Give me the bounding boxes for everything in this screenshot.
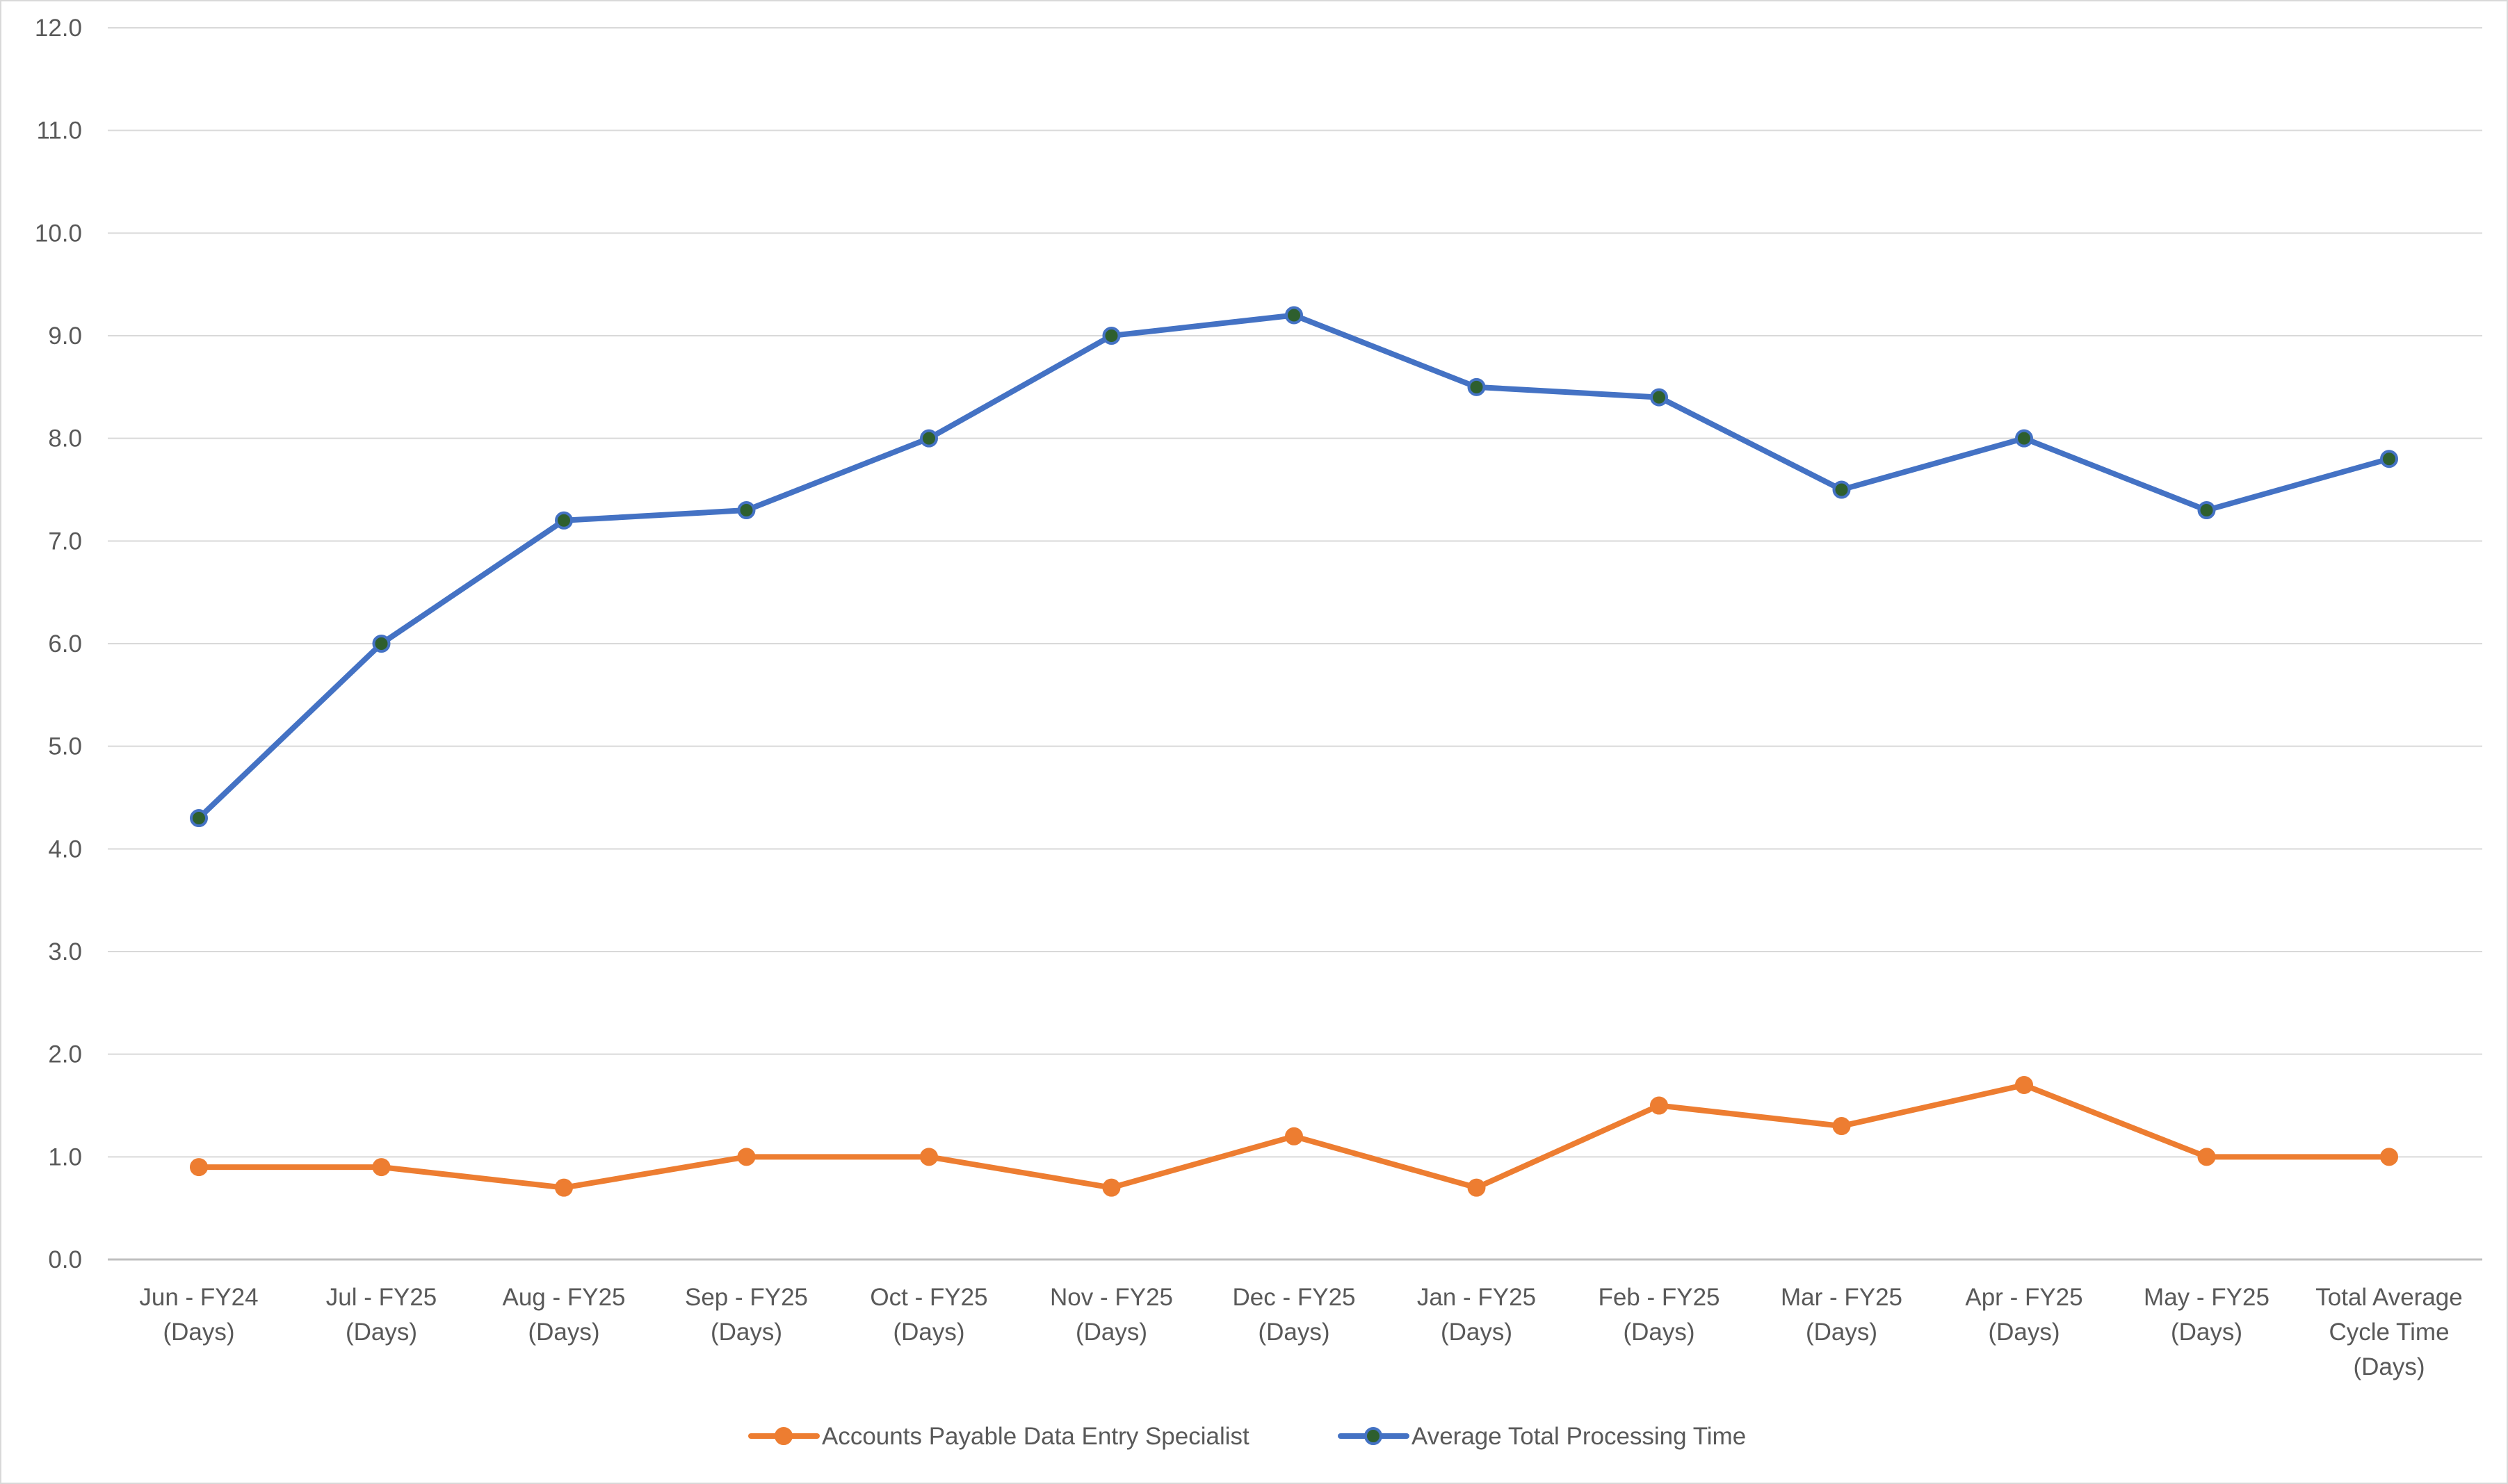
x-tick-label: Feb - FY25 (Days): [1598, 1284, 1720, 1346]
data-point: [1467, 1178, 1486, 1197]
y-axis: 0.0 1.0 2.0 3.0 4.0 5.0 6.0 7.0 8.0 9.0 10.0 11.0 12…: [35, 15, 82, 1273]
data-point: [1102, 327, 1121, 345]
data-point: [2015, 1075, 2033, 1094]
y-tick-label: 2.0: [48, 1041, 82, 1068]
series-1: [190, 1075, 2398, 1197]
x-tick-label: Sep - FY25 (Days): [685, 1284, 808, 1346]
legend-marker: [775, 1427, 793, 1445]
data-point: [737, 1148, 756, 1166]
data-point: [1650, 1096, 1668, 1115]
x-tick-label: Nov - FY25 (Days): [1050, 1284, 1173, 1346]
data-point: [1467, 377, 1486, 396]
data-point: [555, 1178, 573, 1197]
legend: Accounts Payable Data Entry Specialist Av…: [748, 1423, 1746, 1450]
data-point: [920, 429, 938, 448]
x-axis: Jun - FY24 (Days) Jul - FY25 (Days) Aug - FY…: [139, 1284, 2462, 1380]
legend-item: Average Total Processing Time: [1338, 1423, 1746, 1450]
y-tick-label: 9.0: [48, 323, 82, 350]
data-point: [1650, 388, 1668, 407]
y-tick-label: 12.0: [35, 15, 82, 42]
data-point: [1285, 1127, 1303, 1145]
y-tick-label: 1.0: [48, 1143, 82, 1171]
legend-item: Accounts Payable Data Entry Specialist: [748, 1423, 1249, 1450]
y-tick-label: 10.0: [35, 220, 82, 247]
data-point: [2197, 1148, 2216, 1166]
x-tick-label: Jun - FY24 (Days): [139, 1284, 258, 1346]
data-point: [920, 1148, 938, 1166]
y-tick-label: 0.0: [48, 1246, 82, 1273]
y-tick-label: 3.0: [48, 938, 82, 965]
data-point: [372, 1158, 391, 1177]
data-point: [2380, 450, 2398, 468]
y-tick-label: 11.0: [36, 117, 82, 145]
x-tick-label: May - FY25 (Days): [2144, 1284, 2270, 1346]
x-tick-label: Jul - FY25 (Days): [326, 1284, 437, 1346]
legend-label: Average Total Processing Time: [1411, 1423, 1746, 1450]
data-point: [1832, 480, 1851, 499]
data-point: [1285, 306, 1303, 325]
series-line: [196, 312, 2392, 822]
y-tick-label: 8.0: [48, 425, 82, 452]
data-point: [2380, 1148, 2398, 1166]
x-tick-label: Dec - FY25 (Days): [1233, 1284, 1356, 1346]
data-point: [2015, 429, 2033, 448]
data-point: [1102, 1178, 1121, 1197]
data-point: [372, 635, 391, 653]
data-point: [190, 1158, 208, 1177]
x-tick-label: Mar - FY25 (Days): [1781, 1284, 1902, 1346]
x-tick-label: Total Average Cycle Time (Days): [2315, 1284, 2462, 1380]
data-point: [2197, 501, 2216, 520]
data-point: [1832, 1117, 1851, 1136]
legend-label: Accounts Payable Data Entry Specialist: [822, 1423, 1249, 1450]
data-point: [555, 511, 573, 530]
data-point: [737, 501, 756, 520]
x-tick-label: Aug - FY25 (Days): [502, 1284, 625, 1346]
data-point: [190, 809, 208, 828]
y-tick-label: 5.0: [48, 733, 82, 760]
series-2: [190, 306, 2398, 828]
y-tick-label: 6.0: [48, 630, 82, 658]
legend-marker: [1364, 1427, 1382, 1445]
x-tick-label: Jan - FY25 (Days): [1417, 1284, 1536, 1346]
x-tick-label: Oct - FY25 (Days): [870, 1284, 987, 1346]
x-tick-label: Apr - FY25 (Days): [1965, 1284, 2082, 1346]
y-tick-label: 7.0: [48, 528, 82, 555]
y-tick-label: 4.0: [48, 835, 82, 863]
gridlines: [108, 27, 2482, 1261]
